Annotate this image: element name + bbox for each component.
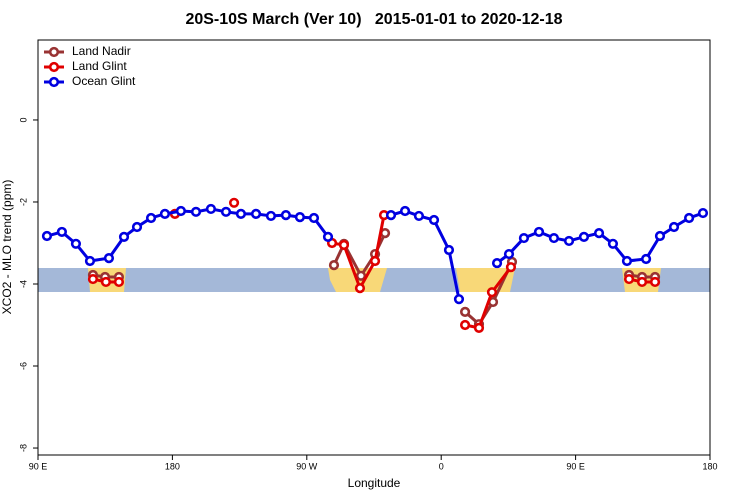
- point: [697, 207, 709, 219]
- surface-band: [38, 268, 710, 292]
- point: [220, 206, 232, 217]
- legend-label: Land Glint: [72, 59, 127, 73]
- point: [294, 212, 306, 223]
- y-tick-label: -6: [18, 362, 28, 370]
- point: [190, 206, 202, 217]
- y-tick-label: -2: [18, 198, 28, 206]
- point: [533, 226, 545, 238]
- point: [443, 244, 455, 256]
- point: [87, 273, 99, 285]
- point: [459, 306, 471, 317]
- point: [668, 221, 680, 233]
- x-tick-label: 0: [439, 461, 444, 471]
- point: [503, 248, 515, 260]
- point: [41, 230, 53, 242]
- point: [113, 276, 125, 288]
- point: [328, 260, 340, 271]
- point: [654, 230, 666, 242]
- plot-frame: [37, 39, 711, 456]
- point: [228, 197, 240, 208]
- point: [649, 276, 661, 288]
- point: [118, 231, 130, 242]
- point: [428, 214, 440, 226]
- point: [205, 203, 217, 215]
- point: [578, 231, 590, 242]
- point: [518, 232, 530, 244]
- point: [145, 212, 157, 224]
- legend-marker: [48, 76, 60, 88]
- point: [623, 273, 635, 285]
- x-tick-label: 180: [165, 461, 180, 471]
- y-tick-label: -8: [18, 444, 28, 452]
- point: [103, 253, 115, 264]
- point: [413, 210, 425, 222]
- point: [354, 282, 366, 294]
- chart-title: 20S-10S March (Ver 10) 2015-01-01 to 202…: [185, 11, 562, 28]
- point: [175, 205, 187, 217]
- point: [459, 319, 471, 331]
- y-axis-label: XCO2 - MLO trend (ppm): [0, 180, 14, 315]
- point: [593, 228, 605, 239]
- point: [369, 255, 381, 267]
- point: [385, 210, 397, 221]
- point: [235, 208, 247, 219]
- point: [159, 208, 171, 219]
- point: [473, 322, 485, 333]
- point: [486, 287, 498, 298]
- point: [265, 210, 277, 222]
- point: [399, 205, 411, 217]
- point: [308, 212, 320, 224]
- point: [505, 262, 517, 273]
- legend-label: Land Nadir: [72, 44, 131, 58]
- point: [84, 255, 96, 267]
- legend-marker: [48, 46, 60, 58]
- x-axis-label: Longitude: [348, 476, 401, 490]
- point: [280, 210, 291, 221]
- point: [355, 270, 367, 281]
- y-tick-label: 0: [18, 117, 28, 122]
- x-tick-label: 90 E: [29, 461, 48, 471]
- x-tick-label: 90 E: [566, 461, 585, 471]
- point: [100, 276, 112, 288]
- point: [640, 253, 652, 265]
- point: [131, 221, 143, 233]
- x-tick-label: 180: [702, 461, 717, 471]
- y-tick-label: -4: [18, 280, 28, 288]
- point: [453, 294, 465, 305]
- point: [56, 226, 67, 238]
- point: [607, 238, 619, 249]
- series: [87, 197, 661, 333]
- point: [322, 231, 334, 242]
- point: [491, 257, 503, 269]
- legend-marker: [48, 61, 60, 73]
- legend-label: Ocean Glint: [72, 74, 136, 88]
- x-tick-label: 90 W: [296, 461, 318, 471]
- point: [636, 276, 648, 288]
- point: [621, 255, 633, 267]
- point: [338, 239, 350, 251]
- point: [548, 232, 560, 244]
- point: [250, 208, 262, 219]
- point: [563, 235, 575, 247]
- series: [41, 203, 709, 305]
- point: [683, 212, 695, 224]
- point: [70, 238, 82, 249]
